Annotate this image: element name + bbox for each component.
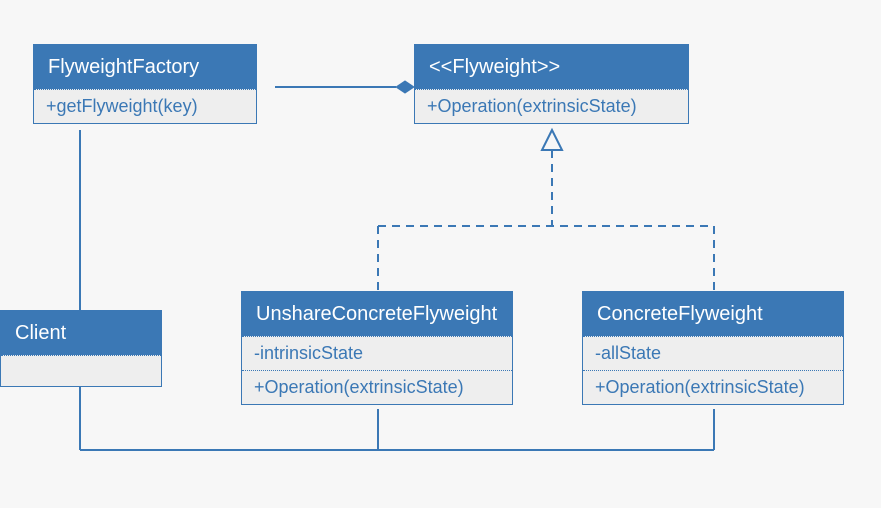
class-field: -intrinsicState (242, 336, 512, 370)
class-concrete-flyweight: ConcreteFlyweight -allState +Operation(e… (582, 291, 844, 405)
class-flyweight: <<Flyweight>> +Operation(extrinsicState) (414, 44, 689, 124)
class-title: UnshareConcreteFlyweight (242, 292, 512, 336)
class-method: +getFlyweight(key) (34, 89, 256, 123)
class-title: Client (1, 311, 161, 355)
class-method: +Operation(extrinsicState) (242, 370, 512, 404)
class-title: <<Flyweight>> (415, 45, 688, 89)
class-method: +Operation(extrinsicState) (583, 370, 843, 404)
class-flyweight-factory: FlyweightFactory +getFlyweight(key) (33, 44, 257, 124)
class-title: ConcreteFlyweight (583, 292, 843, 336)
class-title: FlyweightFactory (34, 45, 256, 89)
class-client: Client (0, 310, 162, 387)
class-unshare-concrete-flyweight: UnshareConcreteFlyweight -intrinsicState… (241, 291, 513, 405)
class-method: +Operation(extrinsicState) (415, 89, 688, 123)
class-field: -allState (583, 336, 843, 370)
class-empty-section (1, 355, 161, 386)
